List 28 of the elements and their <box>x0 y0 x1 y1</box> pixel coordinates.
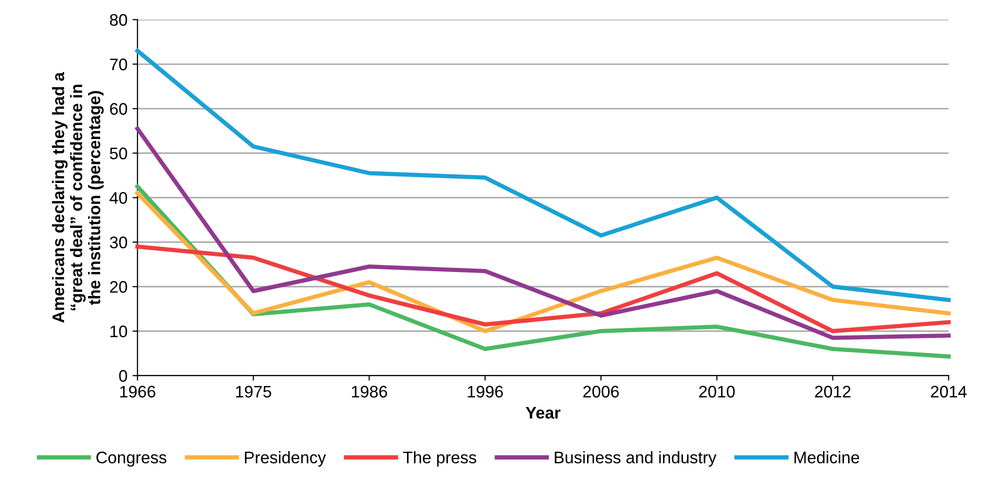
legend-label: The press <box>403 451 476 467</box>
x-tick-label: 2012 <box>815 386 850 398</box>
legend-label: Medicine <box>794 451 860 464</box>
legend-label: Congress <box>96 452 166 467</box>
x-tick-label: 1986 <box>352 386 388 398</box>
x-tick-label: 1966 <box>120 386 156 398</box>
line-series <box>135 191 951 334</box>
x-tick-label: 1996 <box>468 386 503 398</box>
x-tick-label: 2010 <box>699 386 735 398</box>
x-axis-title: Year <box>526 407 560 419</box>
y-tick-label: 80 <box>110 14 128 26</box>
y-axis-title: Americans declaring they had a “great deal” of confidence in the institution (percentage) <box>52 72 104 323</box>
line-series <box>135 244 951 334</box>
line-series <box>135 126 951 340</box>
legend-label: Presidency <box>244 451 326 467</box>
y-tick-label: 60 <box>110 103 128 115</box>
y-tick-label: 30 <box>110 236 128 248</box>
y-tick-label: 40 <box>110 192 128 204</box>
x-tick-label: 2014 <box>930 386 967 398</box>
x-tick-label: 1975 <box>236 386 272 398</box>
legend-label: Business and industry <box>554 451 716 467</box>
x-tick-label: 2006 <box>583 386 619 398</box>
y-tick-label: 10 <box>110 326 128 338</box>
y-tick-label: 50 <box>110 148 128 160</box>
y-tick-label: 0 <box>119 370 128 382</box>
y-tick-label: 20 <box>110 281 128 293</box>
y-tick-label: 70 <box>110 58 128 70</box>
line-series <box>135 48 951 302</box>
